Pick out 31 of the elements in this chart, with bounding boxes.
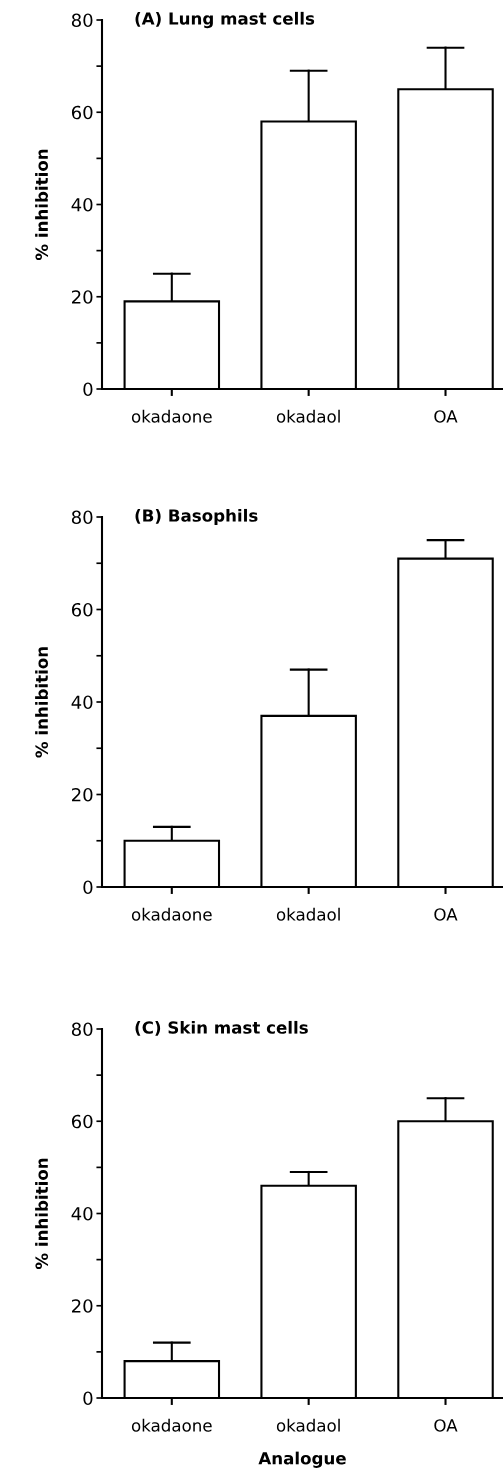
x-tick-label: OA <box>434 1419 458 1432</box>
y-tick-label: 20 <box>72 290 93 304</box>
x-tick-label: okadaol <box>276 907 340 921</box>
y-tick-label: 40 <box>71 695 93 710</box>
y-axis-title: % inhibition <box>35 149 49 261</box>
y-tick-label: 20 <box>72 787 93 802</box>
y-axis-title: % inhibition <box>35 1158 49 1270</box>
y-axis-title: % inhibition <box>35 647 49 758</box>
y-tick-label: 0 <box>83 880 93 895</box>
y-tick-label: 40 <box>71 197 93 212</box>
y-tick-label: 80 <box>71 510 93 525</box>
y-tick-label: 0 <box>83 1391 93 1406</box>
y-tick-label: 0 <box>83 382 93 397</box>
y-tick-label: 80 <box>71 13 93 28</box>
y-tick-label: 40 <box>71 1206 93 1221</box>
chart-title: (C) Skin mast cells <box>135 1020 308 1036</box>
y-tick-label: 20 <box>72 1299 93 1313</box>
y-tick-label: 60 <box>71 602 93 617</box>
x-tick-label: okadaone <box>131 907 212 921</box>
chart-title: (A) Lung mast cells <box>135 11 315 29</box>
x-axis-title: Analogue <box>258 1451 346 1468</box>
x-tick-label: okadaol <box>276 1418 340 1432</box>
x-tick-label: OA <box>434 908 458 921</box>
x-tick-label: okadaone <box>131 1418 212 1432</box>
x-tick-label: okadaol <box>276 409 340 423</box>
y-tick-label: 60 <box>71 105 93 120</box>
x-tick-label: OA <box>434 410 458 423</box>
y-tick-label: 80 <box>71 1022 93 1037</box>
x-tick-label: okadaone <box>131 409 212 423</box>
y-tick-label: 60 <box>71 1114 93 1129</box>
chart-title: (B) Basophils <box>135 508 258 526</box>
